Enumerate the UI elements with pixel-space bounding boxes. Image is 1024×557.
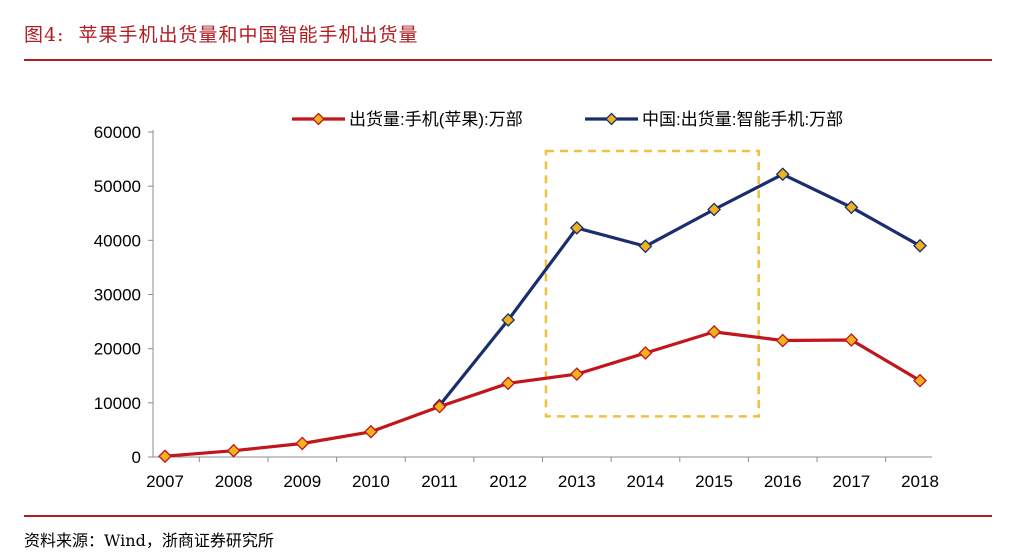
y-tick-label: 40000 xyxy=(94,231,141,250)
y-tick-label: 50000 xyxy=(94,177,141,196)
apple-shipments-point xyxy=(158,449,172,464)
title-rule xyxy=(24,59,992,61)
apple-shipments-point xyxy=(844,333,859,347)
china-smartphone-shipments-point xyxy=(775,167,790,182)
china-smartphone-shipments-point xyxy=(501,313,516,327)
apple-shipments-point xyxy=(295,436,310,451)
china-smartphone-shipments-point xyxy=(638,239,653,254)
figure-number: 图4: xyxy=(24,24,65,46)
x-tick-label: 2015 xyxy=(695,472,733,491)
x-tick-label: 2012 xyxy=(489,472,527,491)
apple-shipments-legend-label: 出货量:手机(苹果):万部 xyxy=(349,110,523,129)
source-rule xyxy=(24,515,992,517)
china-smartphone-shipments-legend-marker xyxy=(605,112,618,126)
source-note: 资料来源：Wind，浙商证券研究所 xyxy=(24,531,274,550)
y-tick-label: 20000 xyxy=(94,340,141,359)
apple-shipments-point xyxy=(707,324,722,339)
china-smartphone-shipments-point xyxy=(569,220,584,235)
apple-shipments-point xyxy=(363,424,378,439)
chart-axes: 0 10000 20000 30000 40000 50000 60000 2007 2008 2… xyxy=(94,123,939,491)
x-tick-label: 2009 xyxy=(283,472,321,491)
apple-shipments-point xyxy=(432,399,447,414)
x-tick-label: 2008 xyxy=(215,472,253,491)
apple-shipments-legend-marker xyxy=(312,112,325,126)
china-smartphone-shipments-legend-label: 中国:出货量:智能手机:万部 xyxy=(642,110,843,129)
x-tick-label: 2013 xyxy=(558,472,596,491)
y-tick-label: 10000 xyxy=(94,394,141,413)
apple-shipments-point xyxy=(569,367,584,382)
apple-shipments-point xyxy=(501,376,516,391)
x-tick-label: 2011 xyxy=(421,472,458,491)
x-tick-label: 2010 xyxy=(352,472,390,491)
apple-shipments-point xyxy=(775,333,790,348)
china-smartphone-shipments-line xyxy=(438,172,921,407)
x-tick-label: 2017 xyxy=(832,472,870,491)
line-chart: 0 10000 20000 30000 40000 50000 60000 2007 2008 2… xyxy=(94,110,939,491)
x-tick-label: 2018 xyxy=(901,472,939,491)
x-tick-label: 2007 xyxy=(146,472,184,491)
y-tick-label: 30000 xyxy=(94,286,141,305)
china-smartphone-shipments-point xyxy=(844,200,859,215)
x-tick-label: 2016 xyxy=(764,472,802,491)
y-tick-label: 0 xyxy=(132,448,141,467)
chart-series xyxy=(158,167,927,464)
y-tick-label: 60000 xyxy=(94,123,141,142)
figure-title-text: 苹果手机出货量和中国智能手机出货量 xyxy=(78,24,419,46)
apple-shipments-line xyxy=(164,330,921,458)
x-tick-label: 2014 xyxy=(627,472,665,491)
chart-legend: 出货量:手机(苹果):万部 中国:出货量:智能手机:万部 xyxy=(292,110,843,129)
china-smartphone-shipments-point xyxy=(913,238,927,253)
apple-shipments-point xyxy=(913,373,927,388)
china-smartphone-shipments-point xyxy=(707,202,722,217)
apple-shipments-point xyxy=(226,443,241,458)
apple-shipments-point xyxy=(638,346,653,360)
figure-title: 图4: 苹果手机出货量和中国智能手机出货量 xyxy=(24,20,419,47)
